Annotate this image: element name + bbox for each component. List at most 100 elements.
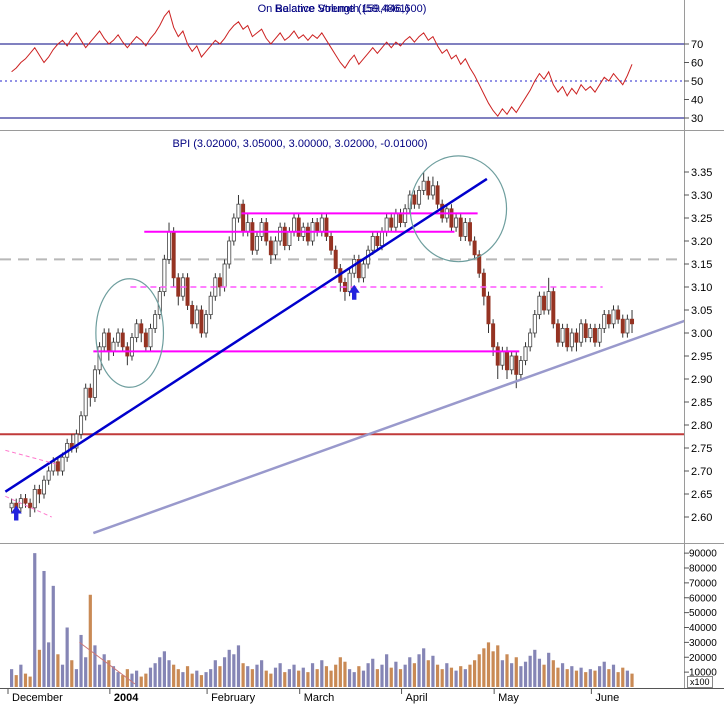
candle [518,360,523,375]
candle [491,323,496,348]
volume-bar [222,657,227,687]
volume-bar [37,649,41,687]
candle [611,309,616,325]
price-tick-label: 2.65 [691,489,712,501]
volume-bar [602,661,606,687]
volume-bar [232,654,236,687]
candle [319,217,324,233]
volume-bar [389,667,393,687]
candle [472,240,477,256]
volume-bar [65,627,69,687]
volume-bar [60,664,65,687]
volume-bar [213,660,217,687]
volume-bar [176,669,180,687]
volume-bar [500,660,504,687]
volume-bar [584,672,588,687]
volume-trendline [79,641,136,685]
volume-bar [334,664,338,687]
candle [60,456,65,472]
candle [92,369,97,398]
volume-bar [320,660,324,687]
candle [111,341,116,352]
candle [324,217,329,237]
candle [546,291,551,311]
candle [148,327,153,348]
price-annotations[interactable] [4,155,724,535]
volume-bar [28,676,32,687]
volume-bar [269,673,273,687]
candle [171,231,176,279]
volume-bar [51,585,55,687]
ellipse-annotation[interactable] [409,155,508,263]
candle [273,240,278,256]
up-arrow-annotation[interactable] [348,284,360,300]
candle [555,323,560,343]
candle [606,314,611,325]
candle [231,217,236,242]
candle [463,222,468,237]
volume-bar [361,670,366,687]
volume-bar [616,672,620,687]
price-tick-label: 3.20 [691,236,712,248]
volume-bar [398,669,403,687]
indicator-tick-label: 50 [691,76,703,88]
price-tick-label: 2.75 [691,443,712,455]
relative-strength-line[interactable] [11,9,633,118]
short-dashed-trendline [5,449,57,465]
volume-bar [116,672,120,687]
volume-bar [403,664,407,687]
volume-bar [185,666,190,687]
volume-bar [352,672,356,687]
candle [486,295,491,325]
volume-bar [79,634,83,687]
volume-bar [412,663,417,687]
candle [602,314,607,329]
volume-bar [162,651,166,687]
month-label: June [595,692,619,704]
volume-bar [301,667,305,687]
volume-bar [630,673,634,687]
candle [194,309,199,325]
volume-bar [209,669,213,687]
volume-bar [551,660,555,687]
candle [217,277,222,288]
candle [37,488,42,495]
price-tick-label: 3.15 [691,259,712,271]
candle [120,332,125,348]
price-tick-label: 3.10 [691,282,712,294]
volume-tick-label: 10000 [689,668,717,679]
indicator-tick-label: 30 [691,113,703,125]
candle [542,295,547,311]
month-label: April [406,692,428,704]
volume-bar [19,664,23,687]
volume-bar [74,669,79,687]
candle [46,470,51,481]
volume-bar [14,675,18,687]
candle [222,263,227,288]
volume-bar [324,666,329,687]
candle [227,240,232,265]
volume-bar [97,664,102,687]
price-tick-label: 2.80 [691,420,712,432]
volume-bar [422,648,426,687]
ellipse-annotation[interactable] [95,278,165,388]
volume-bar [255,664,259,687]
candle [481,272,486,297]
candle [514,355,519,375]
up-arrow-annotation[interactable] [10,505,22,521]
volume-bar [218,666,222,687]
volume-bar [195,670,199,687]
candle [592,327,597,343]
candle [421,180,426,191]
volume-bar [139,676,143,687]
candle [74,433,79,449]
price-tick-label: 2.60 [691,512,712,524]
candle [199,309,204,334]
month-label: December [12,692,63,704]
volume-bar [473,660,477,687]
volume-bar [440,669,444,687]
volume-bar [528,655,532,687]
volume-bar [153,663,157,687]
volume-bar [260,660,264,687]
